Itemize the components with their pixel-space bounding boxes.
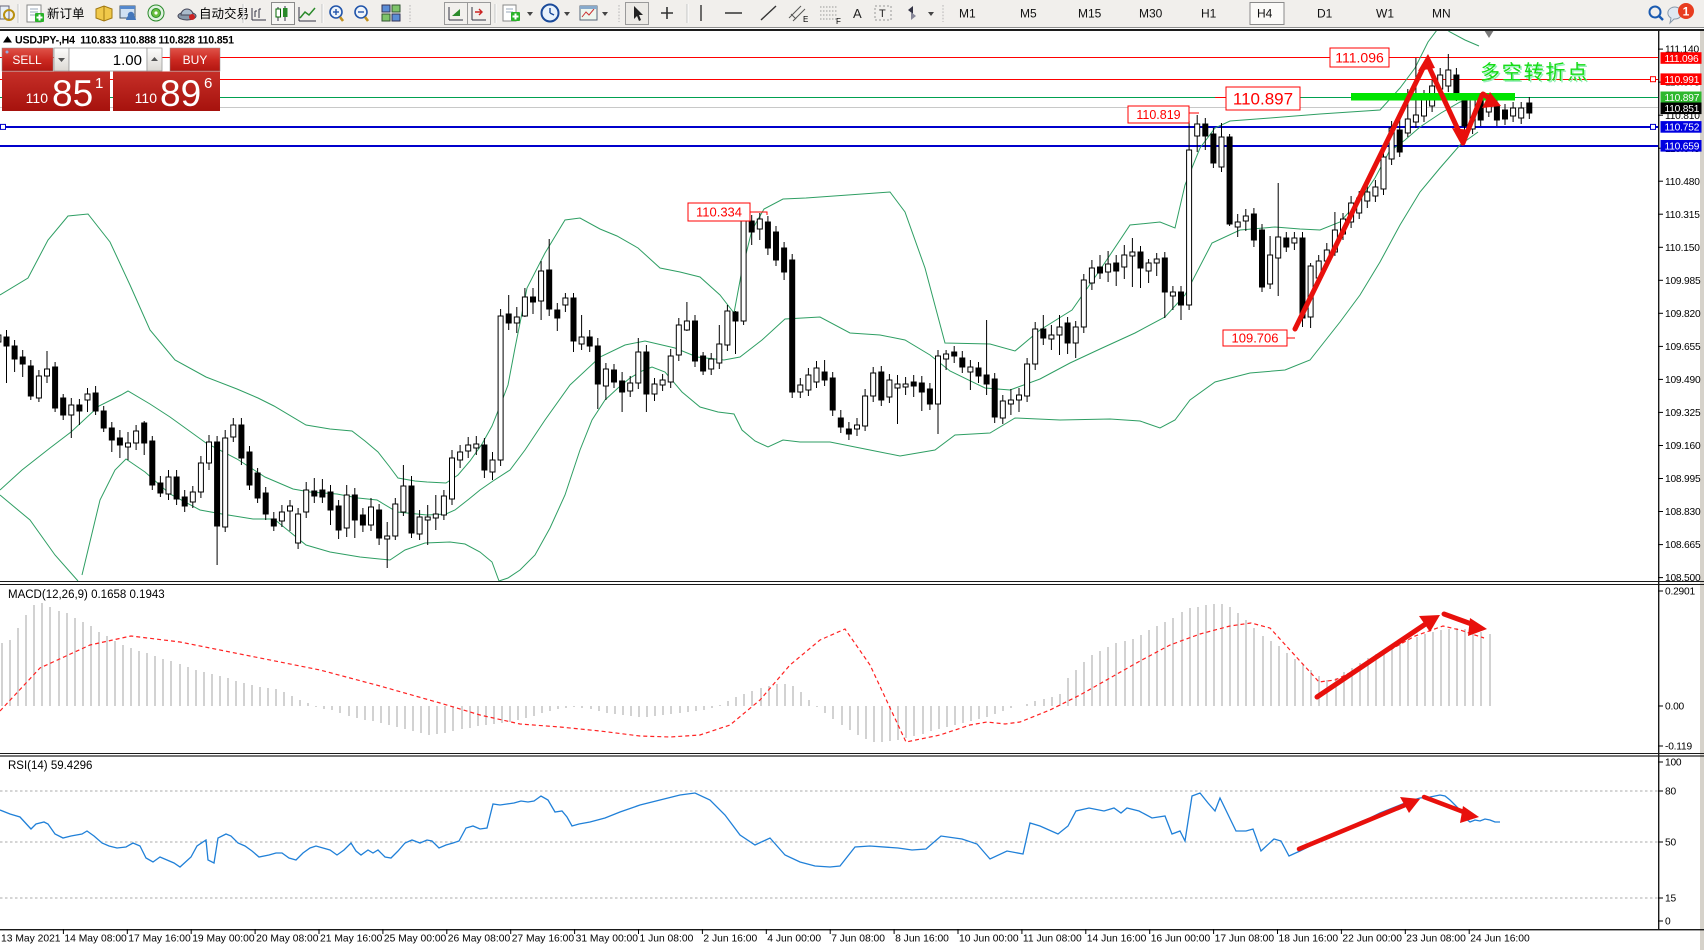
svg-text:15: 15 [1665, 894, 1676, 905]
svg-text:80: 80 [1665, 787, 1676, 798]
svg-text:110: 110 [135, 90, 158, 106]
svg-text:16 Jun 00:00: 16 Jun 00:00 [1151, 934, 1211, 945]
svg-text:F: F [836, 17, 841, 26]
svg-text:7 Jun 08:00: 7 Jun 08:00 [831, 934, 885, 945]
svg-text:0.00: 0.00 [1665, 702, 1685, 713]
svg-text:108.995: 108.995 [1665, 474, 1701, 485]
svg-text:-0.119: -0.119 [1665, 742, 1692, 753]
svg-text:110.897: 110.897 [1665, 93, 1700, 104]
svg-text:23 Jun 08:00: 23 Jun 08:00 [1406, 934, 1466, 945]
svg-text:109.820: 109.820 [1665, 309, 1701, 320]
svg-text:BUY: BUY [183, 53, 208, 67]
svg-text:31 May 00:00: 31 May 00:00 [576, 934, 639, 945]
svg-text:50: 50 [1665, 838, 1676, 849]
svg-text:109.655: 109.655 [1665, 342, 1701, 353]
svg-text:110.659: 110.659 [1665, 142, 1700, 153]
svg-text:14 May 08:00: 14 May 08:00 [64, 934, 127, 945]
svg-text:M1: M1 [959, 7, 976, 21]
svg-text:6: 6 [204, 75, 212, 92]
svg-text:110.150: 110.150 [1665, 243, 1700, 254]
svg-text:M5: M5 [1020, 7, 1037, 21]
svg-text:M15: M15 [1078, 7, 1102, 21]
svg-text:17 Jun 08:00: 17 Jun 08:00 [1215, 934, 1275, 945]
svg-text:110: 110 [26, 90, 49, 106]
svg-text:RSI(14) 59.4296: RSI(14) 59.4296 [8, 760, 92, 772]
svg-text:22 Jun 00:00: 22 Jun 00:00 [1342, 934, 1402, 945]
svg-text:25 May 00:00: 25 May 00:00 [384, 934, 447, 945]
svg-text:0: 0 [1665, 917, 1671, 928]
svg-text:108.665: 108.665 [1665, 540, 1701, 551]
svg-text:1.00: 1.00 [113, 52, 142, 69]
svg-text:多空转折点: 多空转折点 [1480, 61, 1589, 84]
svg-text:2 Jun 16:00: 2 Jun 16:00 [703, 934, 757, 945]
svg-text:109.325: 109.325 [1665, 408, 1701, 419]
svg-text:89: 89 [160, 73, 201, 114]
svg-text:110.315: 110.315 [1665, 210, 1700, 221]
svg-text:MN: MN [1432, 7, 1451, 21]
svg-text:1: 1 [95, 75, 103, 92]
svg-text:111.096: 111.096 [1665, 54, 1699, 65]
svg-text:110.991: 110.991 [1665, 75, 1700, 86]
svg-text:24 Jun 16:00: 24 Jun 16:00 [1470, 934, 1530, 945]
svg-text:27 May 16:00: 27 May 16:00 [512, 934, 575, 945]
svg-text:H1: H1 [1201, 7, 1217, 21]
svg-text:110.851: 110.851 [1665, 104, 1700, 115]
svg-text:8 Jun 16:00: 8 Jun 16:00 [895, 934, 949, 945]
svg-text:109.706: 109.706 [1232, 331, 1279, 346]
svg-text:W1: W1 [1376, 7, 1394, 21]
svg-text:110.810: 110.810 [1665, 111, 1700, 122]
svg-text:MACD(12,26,9) 0.1658 0.1943: MACD(12,26,9) 0.1658 0.1943 [8, 589, 165, 601]
svg-text:110.752: 110.752 [1665, 123, 1700, 134]
svg-text:A: A [853, 6, 862, 21]
svg-text:21 May 16:00: 21 May 16:00 [320, 934, 383, 945]
svg-text:109.985: 109.985 [1665, 276, 1701, 287]
svg-text:T: T [879, 8, 886, 20]
svg-text:USDJPY-,H4 110.833 110.888 11: USDJPY-,H4 110.833 110.888 110.828 110.8… [15, 35, 234, 47]
svg-text:19 May 00:00: 19 May 00:00 [192, 934, 255, 945]
svg-text:110.897: 110.897 [1233, 90, 1293, 109]
svg-text:0.2901: 0.2901 [1665, 587, 1695, 598]
svg-text:111.096: 111.096 [1335, 50, 1384, 66]
svg-text:109.160: 109.160 [1665, 441, 1701, 452]
svg-text:17 May 16:00: 17 May 16:00 [128, 934, 191, 945]
svg-text:E: E [803, 15, 808, 24]
svg-text:自动交易: 自动交易 [199, 6, 249, 21]
svg-text:108.830: 108.830 [1665, 507, 1701, 518]
svg-text:SELL: SELL [12, 53, 42, 67]
svg-text:85: 85 [52, 73, 93, 114]
svg-text:H4: H4 [1257, 7, 1273, 21]
svg-text:110.334: 110.334 [696, 205, 742, 220]
svg-text:111.140: 111.140 [1665, 45, 1699, 56]
svg-text:D1: D1 [1317, 7, 1333, 21]
svg-text:20 May 08:00: 20 May 08:00 [256, 934, 319, 945]
svg-text:新订单: 新订单 [47, 6, 85, 21]
svg-text:109.490: 109.490 [1665, 375, 1701, 386]
svg-text:110.480: 110.480 [1665, 177, 1700, 188]
svg-text:1: 1 [1683, 5, 1690, 19]
svg-text:110.819: 110.819 [1136, 108, 1180, 122]
svg-text:26 May 08:00: 26 May 08:00 [448, 934, 511, 945]
svg-text:108.500: 108.500 [1665, 573, 1701, 584]
svg-text:18 Jun 16:00: 18 Jun 16:00 [1279, 934, 1339, 945]
svg-text:4 Jun 00:00: 4 Jun 00:00 [767, 934, 821, 945]
svg-text:100: 100 [1665, 758, 1682, 769]
svg-text:1 Jun 08:00: 1 Jun 08:00 [640, 934, 694, 945]
svg-text:14 Jun 16:00: 14 Jun 16:00 [1087, 934, 1147, 945]
svg-text:M30: M30 [1139, 7, 1163, 21]
svg-text:11 Jun 08:00: 11 Jun 08:00 [1023, 934, 1082, 945]
svg-text:13 May 2021: 13 May 2021 [1, 934, 61, 945]
svg-text:10 Jun 00:00: 10 Jun 00:00 [959, 934, 1019, 945]
